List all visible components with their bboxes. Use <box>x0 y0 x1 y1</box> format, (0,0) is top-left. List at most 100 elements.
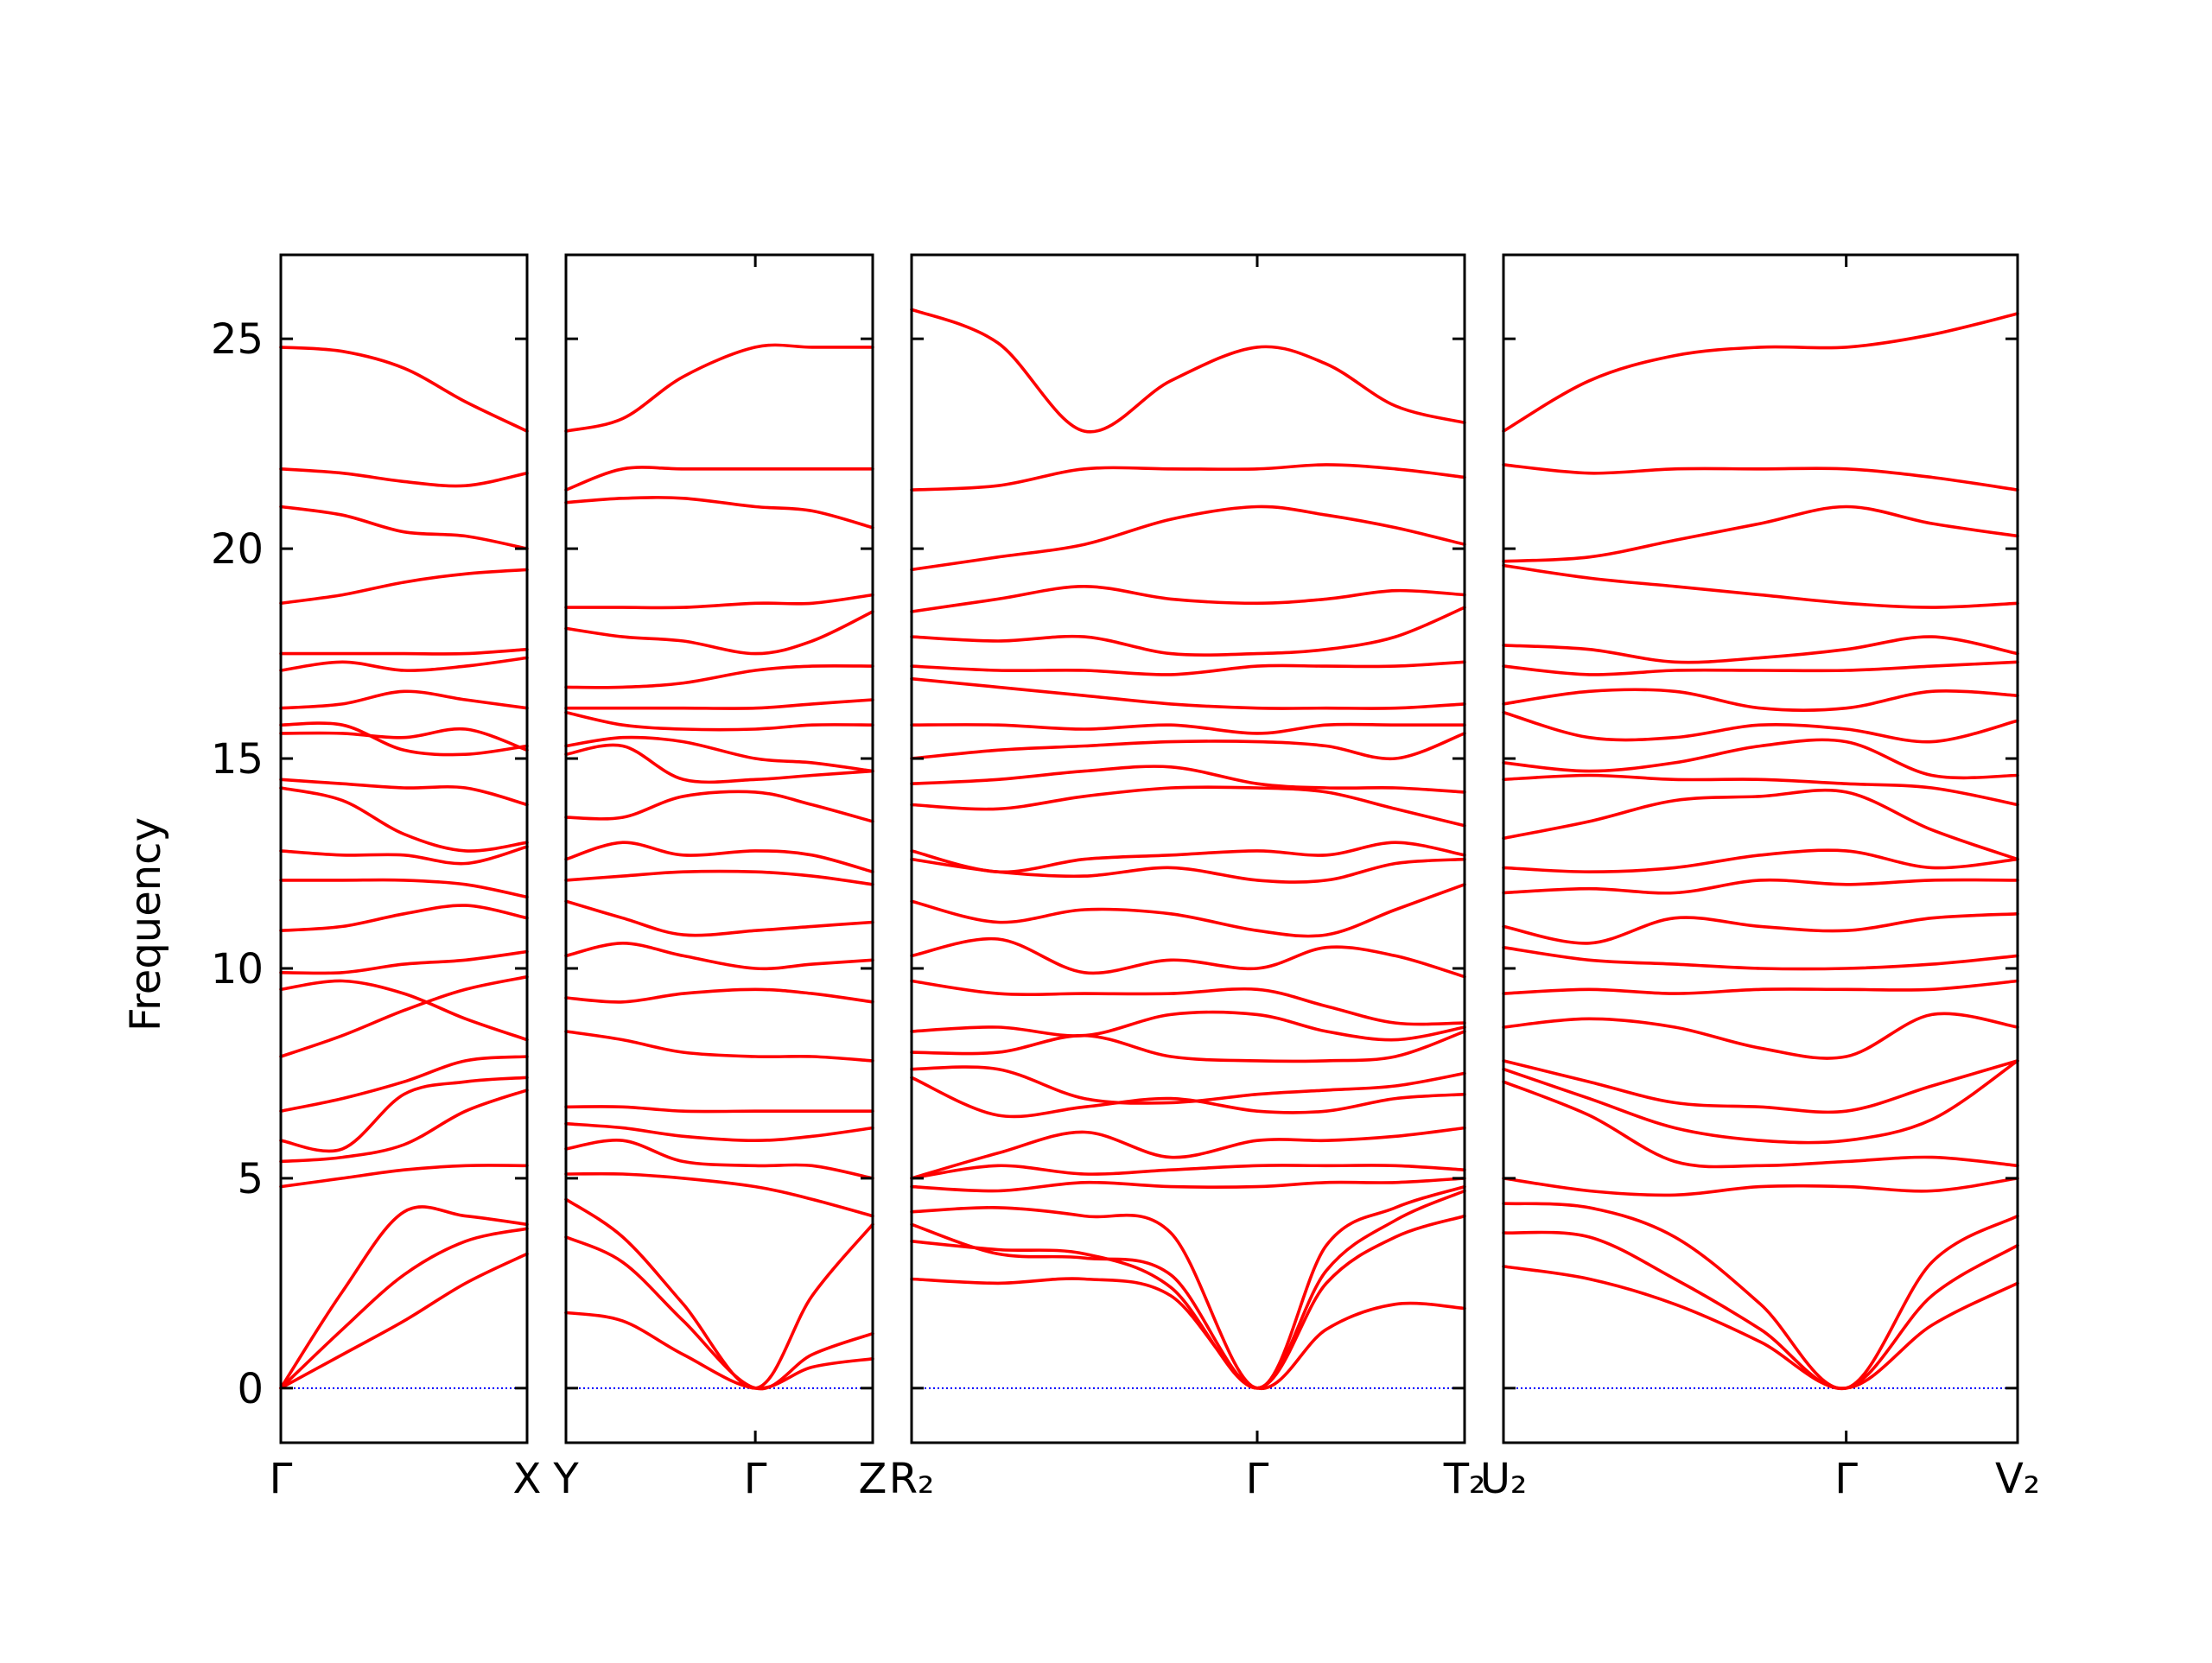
x-tick-label: Γ <box>270 1455 293 1503</box>
band-line-21 <box>1502 563 2019 609</box>
band-line-14 <box>1502 788 2019 861</box>
band-line-8 <box>1502 1012 2019 1060</box>
band-line-9 <box>910 1065 1466 1105</box>
band-line-23 <box>279 467 529 488</box>
band-line-22 <box>1502 505 2019 563</box>
band-line-4 <box>279 1164 529 1189</box>
band-line-14 <box>564 790 874 823</box>
band-line-9 <box>279 979 529 1042</box>
band-line-19 <box>1502 660 2019 676</box>
band-line-2 <box>1502 1230 2019 1391</box>
band-line-4 <box>1502 1177 2019 1197</box>
band-line-8 <box>564 1030 874 1063</box>
band-line-18 <box>564 698 874 710</box>
y-tick-label: 5 <box>237 1155 264 1203</box>
band-line-11 <box>910 1010 1466 1042</box>
band-line-2 <box>910 1214 1466 1390</box>
band-line-22 <box>279 505 529 550</box>
band-line-2 <box>279 1227 529 1390</box>
band-line-6 <box>1502 1059 2019 1145</box>
band-line-12 <box>564 869 874 886</box>
band-line-1 <box>279 1252 529 1390</box>
y-tick-label: 20 <box>211 525 264 574</box>
panel-3: R₂ Γ T₂ <box>889 253 1486 1503</box>
band-line-15 <box>279 778 529 807</box>
band-line-6 <box>910 1164 1466 1180</box>
band-line-9 <box>564 987 874 1004</box>
band-line-17 <box>910 785 1466 828</box>
x-tick-label: X <box>513 1455 542 1503</box>
band-line-3 <box>910 1189 1466 1390</box>
y-tick-label: 25 <box>211 315 264 364</box>
band-line-8 <box>279 974 529 1058</box>
band-line-26 <box>910 463 1466 492</box>
y-tick-label: 15 <box>211 735 264 784</box>
band-line-16 <box>279 727 529 752</box>
x-tick-label: U₂ <box>1480 1455 1527 1503</box>
band-line-20 <box>910 722 1466 735</box>
band-line-13 <box>564 841 874 873</box>
band-line-4 <box>910 1184 1466 1390</box>
band-line-7 <box>1502 1059 2019 1114</box>
band-line-22 <box>564 496 874 530</box>
band-line-21 <box>279 568 529 606</box>
band-line-18 <box>1502 688 2019 712</box>
band-line-10 <box>279 949 529 975</box>
band-line-3 <box>564 1197 874 1390</box>
band-line-3 <box>1502 1202 2019 1391</box>
band-line-3 <box>279 1205 529 1390</box>
band-line-7 <box>910 1126 1466 1180</box>
band-line-11 <box>1502 912 2019 945</box>
band-line-11 <box>564 899 874 937</box>
band-line-24 <box>910 585 1466 613</box>
panel-frame <box>910 253 1466 1444</box>
band-line-22 <box>910 660 1466 676</box>
band-line-11 <box>279 904 529 932</box>
x-tick-label: Γ <box>1246 1455 1269 1503</box>
band-line-20 <box>564 610 874 656</box>
band-line-1 <box>564 1311 874 1390</box>
band-line-6 <box>564 1121 874 1142</box>
band-line-19 <box>910 732 1466 761</box>
y-tick-label: 0 <box>237 1365 264 1413</box>
band-line-18 <box>279 689 529 710</box>
panel-1: Γ X 0 5 10 15 20 25 <box>211 253 542 1503</box>
band-line-2 <box>564 1235 874 1391</box>
band-line-1 <box>1502 1265 2019 1390</box>
band-line-5 <box>279 1089 529 1164</box>
band-line-7 <box>279 1055 529 1113</box>
band-line-12 <box>1502 878 2019 895</box>
band-line-12 <box>910 979 1466 1026</box>
band-line-20 <box>1502 635 2019 664</box>
band-line-5 <box>564 1139 874 1180</box>
band-line-23 <box>1502 463 2019 492</box>
band-line-5 <box>910 1177 1466 1193</box>
x-tick-label: Γ <box>1834 1455 1858 1503</box>
band-line-5 <box>1502 1080 2019 1169</box>
y-axis-label-group: Frequency <box>122 817 170 1031</box>
band-line-14 <box>910 883 1466 938</box>
x-tick-label: T₂ <box>1443 1455 1486 1503</box>
band-line-12 <box>279 878 529 899</box>
band-line-10 <box>910 1030 1466 1063</box>
x-tick-label: V₂ <box>1995 1455 2040 1503</box>
band-line-15 <box>564 743 874 784</box>
band-line-15 <box>1502 773 2019 807</box>
band-line-10 <box>1502 945 2019 971</box>
band-line-24 <box>564 343 874 433</box>
band-line-8 <box>910 1076 1466 1119</box>
y-tick-label: 10 <box>211 945 264 993</box>
band-line-6 <box>279 1076 529 1153</box>
band-line-17 <box>1502 710 2019 744</box>
band-line-24 <box>1502 312 2019 433</box>
band-line-21 <box>564 593 874 610</box>
x-tick-label: Y <box>552 1455 579 1503</box>
band-line-4 <box>564 1171 874 1218</box>
band-line-13 <box>1502 848 2019 873</box>
y-axis-label: Frequency <box>122 817 170 1031</box>
panel-frame <box>1502 253 2019 1444</box>
band-line-16 <box>564 735 874 773</box>
